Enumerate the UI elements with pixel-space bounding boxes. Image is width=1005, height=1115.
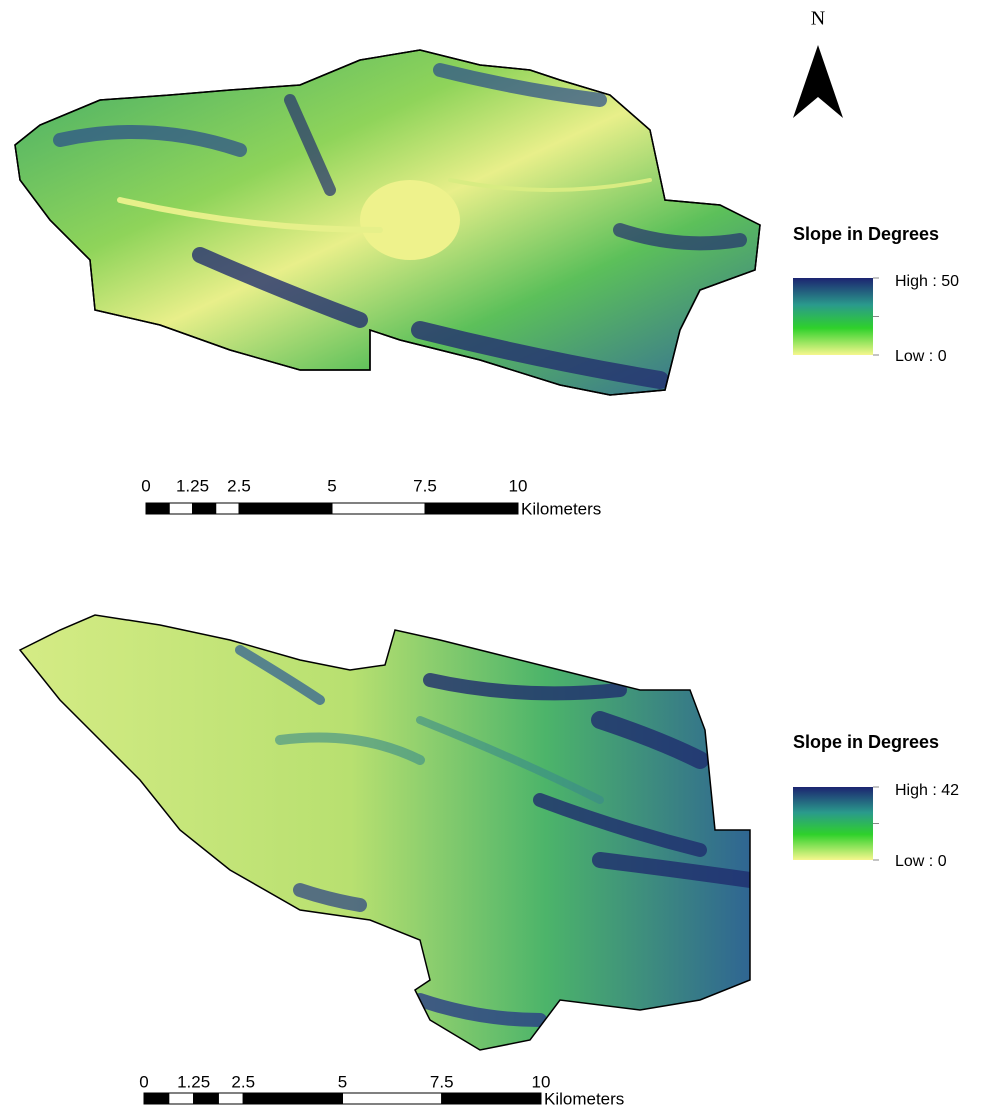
scale-label: 10 (509, 476, 528, 495)
legend-low: Low : 0 (895, 348, 947, 365)
scale-segment (194, 1093, 219, 1104)
north-arrow (793, 45, 818, 118)
north-label: N (811, 8, 825, 30)
legend-low: Low : 0 (895, 853, 947, 870)
scale-label: 0 (139, 1072, 148, 1091)
scale-segment (146, 503, 169, 514)
scale-segment (216, 503, 239, 514)
north-arrow (818, 45, 843, 118)
scale-segment (239, 503, 332, 514)
scale-unit: Kilometers (544, 1089, 624, 1108)
scale-label: 2.5 (227, 476, 251, 495)
scale-label: 1.25 (176, 476, 209, 495)
scale-segment (425, 503, 518, 514)
scale-segment (144, 1093, 169, 1104)
scale-unit: Kilometers (521, 499, 601, 518)
scale-segment (193, 503, 216, 514)
legend-title: Slope in Degrees (793, 732, 939, 752)
scale-segment (218, 1093, 243, 1104)
map-figure: N Slope in Degrees High : 50 Low : 0 0 1.25 2… (0, 0, 1005, 1115)
scale-label: 0 (141, 476, 150, 495)
scale-segment (332, 503, 425, 514)
scale-segment (169, 503, 192, 514)
legend-high: High : 42 (895, 782, 959, 799)
legend-title: Slope in Degrees (793, 224, 939, 244)
slope-map-2 (0, 600, 780, 1060)
legend-ramp (793, 787, 873, 860)
scale-label: 5 (338, 1072, 347, 1091)
scale-segment (169, 1093, 194, 1104)
scale-segment (343, 1093, 442, 1104)
scale-label: 5 (327, 476, 336, 495)
scale-segment (442, 1093, 541, 1104)
scale-label: 7.5 (430, 1072, 454, 1091)
scale-segment (243, 1093, 342, 1104)
scale-label: 1.25 (177, 1072, 210, 1091)
scale-label: 7.5 (413, 476, 437, 495)
legend-high: High : 50 (895, 273, 959, 290)
scale-label: 2.5 (231, 1072, 255, 1091)
legend-ramp (793, 278, 873, 355)
slope-map-1 (0, 40, 780, 400)
